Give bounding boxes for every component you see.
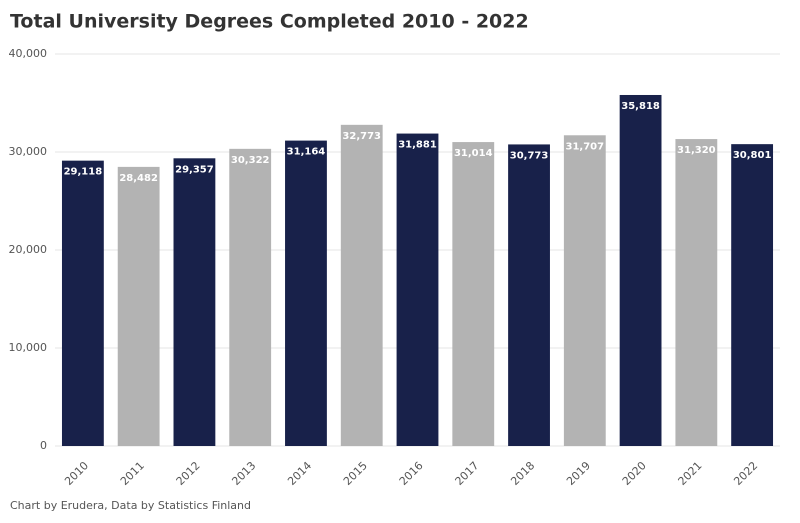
bar xyxy=(229,148,272,446)
bar xyxy=(173,158,216,447)
y-tick-label: 40,000 xyxy=(9,47,48,60)
source-note: Chart by Erudera, Data by Statistics Fin… xyxy=(10,499,251,512)
x-tick-label: 2011 xyxy=(118,459,147,488)
data-label: 31,320 xyxy=(677,145,716,156)
bar xyxy=(340,124,383,447)
data-label: 31,881 xyxy=(398,140,437,151)
bar xyxy=(285,140,327,446)
x-tick-label: 2021 xyxy=(676,459,705,488)
x-tick-label: 2014 xyxy=(285,459,314,488)
x-tick-label: 2022 xyxy=(731,459,760,488)
x-tick-label: 2015 xyxy=(341,459,370,488)
data-label: 32,773 xyxy=(342,131,381,142)
x-tick-label: 2019 xyxy=(564,459,593,488)
bar xyxy=(452,142,495,446)
data-label: 30,801 xyxy=(733,150,772,161)
x-tick-label: 2010 xyxy=(62,459,91,488)
data-label: 35,818 xyxy=(621,101,660,112)
chart-title: Total University Degrees Completed 2010 … xyxy=(10,11,529,33)
data-label: 31,014 xyxy=(454,148,493,159)
data-label: 28,482 xyxy=(119,173,158,184)
data-label: 31,707 xyxy=(566,141,605,152)
bar xyxy=(563,135,606,446)
x-tick-label: 2020 xyxy=(620,459,649,488)
x-tick-label: 2013 xyxy=(229,459,258,488)
data-label: 30,773 xyxy=(510,150,549,161)
x-tick-label: 2012 xyxy=(174,459,203,488)
bar xyxy=(731,144,774,446)
data-label: 29,118 xyxy=(64,167,103,178)
y-tick-label: 20,000 xyxy=(9,243,48,256)
bar xyxy=(61,160,104,446)
x-tick-label: 2017 xyxy=(453,459,482,488)
data-label: 29,357 xyxy=(175,164,214,175)
bar xyxy=(396,133,439,446)
y-tick-label: 0 xyxy=(40,439,47,452)
bar xyxy=(508,144,550,446)
data-label: 30,322 xyxy=(231,155,270,166)
data-label: 31,164 xyxy=(287,147,326,158)
bar xyxy=(619,94,662,447)
x-tick-label: 2018 xyxy=(508,459,537,488)
y-tick-label: 30,000 xyxy=(9,145,48,158)
bar xyxy=(675,139,718,446)
x-tick-label: 2016 xyxy=(397,459,426,488)
y-tick-label: 10,000 xyxy=(9,341,48,354)
bar xyxy=(117,166,160,446)
